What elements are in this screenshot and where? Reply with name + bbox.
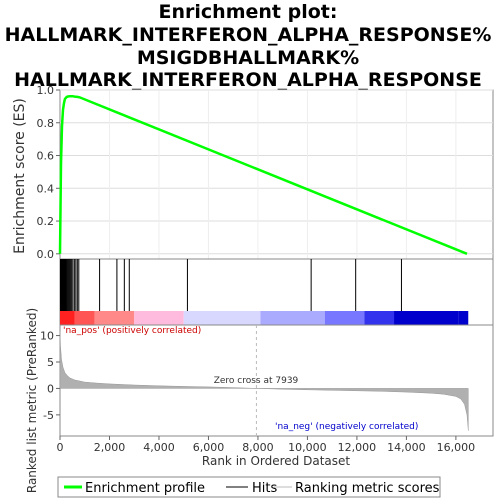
chart-title: Enrichment plot: HALLMARK_INTERFERON_ALP… — [5, 1, 492, 91]
es-y-axis-label: Enrichment score (ES) — [12, 98, 28, 254]
metric-xtick-label: 6,000 — [193, 441, 225, 454]
metric-xtick-label: 2,000 — [94, 441, 126, 454]
metric-xtick-label: 8,000 — [242, 441, 274, 454]
rank-gradient-segment — [458, 311, 469, 325]
metric-xtick-label: 0 — [57, 441, 64, 454]
metric-xtick-label: 12,000 — [338, 441, 377, 454]
es-ytick-label: 0.8 — [37, 117, 55, 130]
title-line-1: Enrichment plot: — [159, 1, 338, 23]
rank-gradient-segment — [260, 311, 325, 325]
metric-ytick-label: 5 — [47, 356, 54, 369]
legend-frame — [57, 476, 441, 498]
metric-frame — [59, 324, 494, 437]
title-line-4: HALLMARK_INTERFERON_ALPHA_RESPONSE — [14, 69, 482, 91]
rank-gradient-segment — [134, 311, 184, 325]
metric-xtick-label: 4,000 — [143, 441, 175, 454]
metric-xtick-label: 10,000 — [288, 441, 327, 454]
es-series-line — [58, 94, 468, 255]
rank-gradient-segment — [364, 311, 395, 325]
legend-label-enrichment-profile: Enrichment profile — [85, 481, 205, 496]
metric-xtick-label: 16,000 — [437, 441, 476, 454]
rank-gradient-segment — [394, 311, 459, 325]
metric-ytick-label: 10 — [40, 330, 54, 343]
legend-label-hits: Hits — [252, 481, 277, 496]
hits-panel — [59, 258, 494, 326]
rank-gradient-segment — [74, 311, 95, 325]
ranking-metric-panel: -5 0 5 10 0 2,000 4,000 6,000 8,000 10,000 12,000 1… — [25, 308, 494, 493]
x-axis-label: Rank in Ordered Dataset — [202, 454, 350, 468]
rank-gradient-segment — [324, 311, 365, 325]
rank-gradient-segment — [183, 311, 261, 325]
enrichment-score-panel: 0.0 0.2 0.4 0.6 0.8 1.0 Enrichment score (ES) — [12, 84, 494, 263]
metric-ytick-label: 0 — [47, 382, 54, 395]
es-ytick-label: 1.0 — [37, 84, 55, 97]
es-ytick-label: 0.0 — [37, 248, 55, 261]
es-ytick-label: 0.6 — [37, 150, 55, 163]
rank-gradient-segment — [94, 311, 135, 325]
legend: Enrichment profile Hits Ranking metric s… — [57, 476, 441, 498]
es-ytick-label: 0.2 — [37, 215, 55, 228]
legend-label-ranking-metric: Ranking metric scores — [295, 481, 440, 496]
metric-xtick-label: 14,000 — [387, 441, 426, 454]
rank-gradient-segment — [60, 311, 75, 325]
title-line-3: MSIGDBHALLMARK% — [137, 47, 359, 69]
metric-ytick-label: -5 — [43, 409, 54, 422]
metric-area — [59, 331, 469, 431]
positive-correlation-label: 'na_pos' (positively correlated) — [63, 326, 201, 336]
negative-correlation-label: 'na_neg' (negatively correlated) — [275, 422, 418, 432]
es-ytick-label: 0.4 — [37, 182, 55, 195]
title-line-2: HALLMARK_INTERFERON_ALPHA_RESPONSE% — [5, 24, 492, 46]
zero-cross-label: Zero cross at 7939 — [214, 376, 299, 386]
metric-y-axis-label: Ranked list metric (PreRanked) — [25, 308, 39, 493]
